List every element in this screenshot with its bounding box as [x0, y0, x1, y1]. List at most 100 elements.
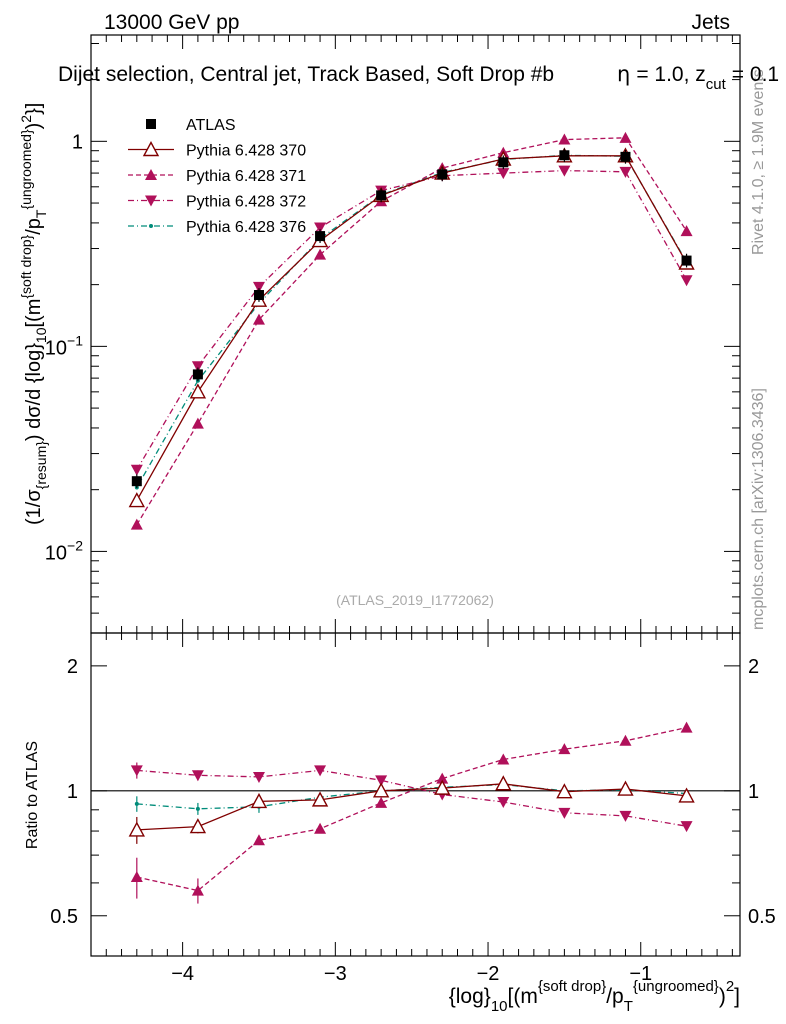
- atlas-point: [681, 255, 692, 266]
- ratio-y-tick-label: 0.5: [50, 906, 78, 928]
- ratio-point-370: [495, 775, 512, 791]
- beam-label: 13000 GeV pp: [104, 11, 239, 34]
- plot-title: Dijet selection, Central jet, Track Base…: [58, 63, 554, 86]
- main-point-372: [191, 361, 204, 373]
- ratio-point-372: [680, 821, 693, 833]
- legend-label: ATLAS: [186, 117, 236, 134]
- main-point-371: [252, 313, 265, 325]
- ratio-point-370: [311, 791, 329, 807]
- main-series-group: [128, 131, 695, 530]
- main-point-371: [680, 225, 693, 237]
- ratio-line-370: [136, 783, 687, 831]
- atlas-point: [253, 290, 264, 301]
- ratio-y-tick-label-right: 2: [748, 656, 759, 678]
- ratio-point-370: [434, 779, 451, 795]
- atlas-point: [559, 150, 570, 161]
- legend: ATLAS Pythia 6.428 370 Pythia 6.428 371 Pyt…: [128, 117, 306, 236]
- category-label: Jets: [691, 11, 730, 34]
- ratio-point-371: [558, 743, 571, 755]
- axis-tick-labels: −4 −3 −2 −1 10−2 10−1 1 0.5 0.5 1 1 2 2: [45, 131, 776, 985]
- ratio-point-370: [372, 782, 390, 798]
- ratio-point-372: [558, 807, 571, 819]
- y-tick-label: 10−1: [45, 332, 83, 359]
- main-point-372: [558, 165, 571, 177]
- atlas-point: [376, 190, 387, 201]
- y-tick-label: 1: [72, 131, 83, 153]
- main-point-372: [680, 275, 693, 287]
- main-point-372: [252, 281, 265, 293]
- main-point-371: [314, 248, 327, 260]
- main-line-370: [136, 155, 688, 501]
- ratio-y-axis-label: Ratio to ATLAS: [24, 741, 41, 849]
- main-point-372: [130, 464, 143, 476]
- ratio-line-376: [136, 783, 687, 810]
- ratio-point-371: [375, 796, 388, 808]
- main-point-372: [619, 166, 632, 178]
- ratio-point-376: [195, 806, 200, 811]
- ratio-point-376: [134, 801, 139, 806]
- ratio-point-371: [497, 753, 510, 765]
- main-point-371: [558, 133, 571, 145]
- legend-marker-atlas: [146, 119, 156, 129]
- legend-label: Pythia 6.428 371: [186, 168, 306, 185]
- plot-title-cut: η = 1.0, zcut = 0.1: [617, 62, 779, 93]
- y-tick-label: 10−2: [45, 537, 83, 564]
- ratio-point-371: [619, 734, 632, 746]
- ratio-point-371: [436, 772, 449, 784]
- ratio-y-tick-label-right: 1: [748, 781, 759, 803]
- ratio-point-371: [252, 834, 265, 846]
- atlas-point: [620, 151, 631, 162]
- legend-marker: [145, 169, 157, 180]
- ratio-point-370: [617, 780, 634, 796]
- x-axis-label: {log}10[(m{soft drop}/pT{ungroomed})2]: [449, 978, 740, 1015]
- legend-marker: [149, 224, 153, 228]
- ratio-point-370: [678, 787, 695, 803]
- ratio-point-372: [314, 765, 327, 777]
- ratio-point-372: [497, 796, 510, 808]
- ratio-line-371: [136, 726, 687, 892]
- atlas-point: [192, 369, 203, 380]
- ratio-point-372: [252, 771, 265, 783]
- atlas-point: [131, 476, 142, 487]
- ratio-point-370: [250, 792, 268, 809]
- ratio-point-372: [619, 810, 632, 822]
- x-tick-label: −4: [171, 963, 194, 985]
- source-label: mcplots.cern.ch [arXiv:1306.3436]: [750, 388, 767, 630]
- ratio-plot-frame: [90, 632, 741, 957]
- main-point-371: [191, 417, 204, 429]
- ratio-point-370: [556, 783, 573, 799]
- main-point-371: [619, 131, 632, 143]
- ratio-point-371: [130, 870, 143, 882]
- ratio-point-370: [189, 818, 207, 834]
- legend-label: Pythia 6.428 370: [186, 143, 306, 160]
- ratio-y-tick-label-right: 0.5: [748, 906, 776, 928]
- legend-marker: [142, 141, 160, 157]
- x-tick-label: −3: [324, 963, 347, 985]
- main-y-axis-label: (1/σ{resum}) dσ/d {log}10[(m{soft drop}/…: [18, 103, 49, 525]
- ratio-point-372: [191, 770, 204, 782]
- ratio-point-370: [128, 821, 145, 837]
- analysis-tag: (ATLAS_2019_I1772062): [336, 592, 494, 608]
- rivet-version-label: Rivet 4.1.0, ≥ 1.9M events: [750, 69, 767, 255]
- ratio-point-371: [191, 884, 204, 896]
- atlas-point: [315, 231, 326, 242]
- ratio-y-tick-label: 2: [67, 656, 78, 678]
- ratio-point-371: [680, 721, 693, 733]
- main-point-371: [130, 518, 143, 530]
- atlas-point: [437, 169, 448, 180]
- ratio-y-tick-label: 1: [67, 781, 78, 803]
- main-point-370: [189, 383, 207, 399]
- main-point-372: [497, 168, 510, 180]
- legend-marker: [145, 195, 157, 207]
- ratio-point-372: [130, 765, 143, 777]
- ratio-line-372: [136, 769, 687, 827]
- ratio-point-372: [375, 775, 388, 787]
- main-line-372: [136, 169, 688, 471]
- main-point-370: [128, 492, 145, 508]
- x-tick-label: −1: [629, 963, 652, 985]
- ratio-point-371: [314, 822, 327, 834]
- main-point-372: [314, 222, 327, 234]
- x-tick-label: −2: [477, 963, 500, 985]
- legend-label: Pythia 6.428 372: [186, 194, 306, 211]
